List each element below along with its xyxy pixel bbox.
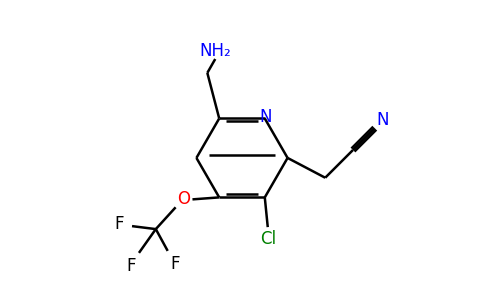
Text: N: N [259,109,272,127]
Text: NH₂: NH₂ [199,42,231,60]
Text: O: O [177,190,190,208]
Text: N: N [377,111,389,129]
Text: Cl: Cl [260,230,276,248]
Text: F: F [170,255,180,273]
Text: F: F [114,215,124,233]
Text: F: F [126,257,136,275]
